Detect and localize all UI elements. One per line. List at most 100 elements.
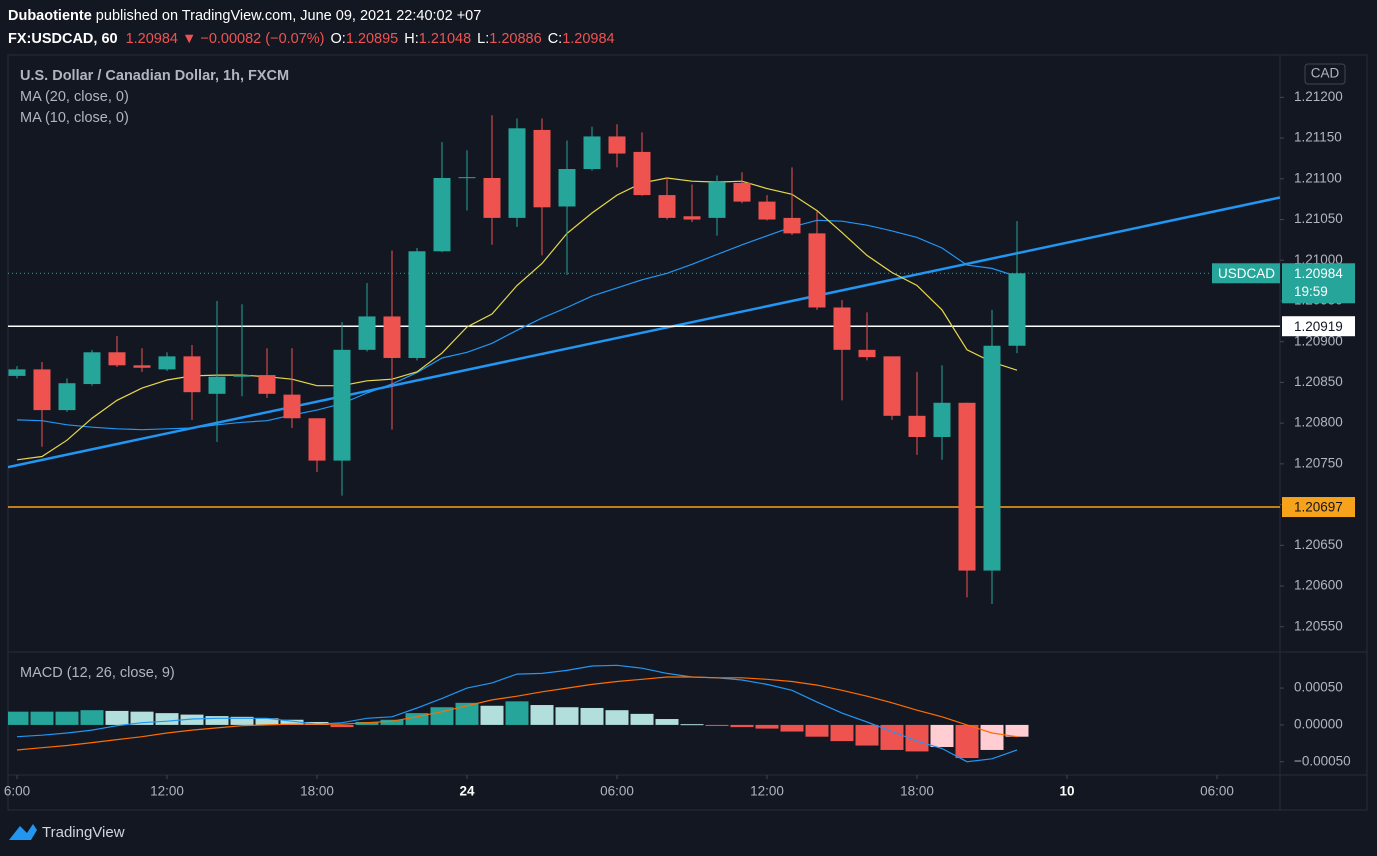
- axes: 1.212001.211501.211001.210501.210001.209…: [4, 89, 1355, 799]
- candle-body: [658, 195, 676, 218]
- brand: TradingView: [42, 824, 125, 841]
- histogram-bar: [55, 711, 79, 725]
- price-pane: [8, 115, 1280, 604]
- histogram-bar: [405, 713, 429, 725]
- y-tick-label: 1.21100: [1294, 170, 1342, 185]
- arrow: ▼: [182, 31, 196, 47]
- chart-title: U.S. Dollar / Canadian Dollar, 1h, FXCM: [20, 68, 289, 84]
- histogram-bar: [855, 724, 879, 746]
- candle-body: [433, 177, 451, 252]
- quote-line: FX:USDCAD, 60 1.20984 ▼ −0.00082 (−0.07%) O:…: [8, 31, 615, 47]
- histogram-bar: [80, 710, 104, 725]
- histogram-bar: [730, 724, 754, 728]
- x-tick-label: 12:00: [150, 784, 184, 799]
- candle-body: [733, 182, 751, 202]
- histogram-bar: [8, 711, 29, 725]
- ohlc-value: 1.20984: [562, 31, 614, 47]
- candle-body: [208, 376, 226, 394]
- histogram-bar: [255, 718, 279, 725]
- histogram-bar: [980, 724, 1004, 750]
- y-tick-label: −0.00050: [1294, 753, 1351, 768]
- candle-body: [633, 151, 651, 196]
- histogram-bar: [705, 724, 729, 726]
- macd-pane: [8, 664, 1029, 763]
- price-badge: [1282, 497, 1355, 518]
- histogram-bar: [355, 721, 379, 725]
- macd-line: [16, 664, 1018, 763]
- candle-body: [683, 216, 701, 220]
- candle-body: [283, 394, 301, 419]
- histogram-bar: [205, 716, 229, 725]
- logo-icon: [9, 824, 37, 840]
- candle-body: [358, 316, 376, 350]
- candle-body: [508, 128, 526, 218]
- publish-line: Dubaotiente published on TradingView.com…: [8, 8, 481, 24]
- x-tick-label: 18:00: [300, 784, 334, 799]
- signal-line: [16, 676, 1018, 751]
- histogram-bar: [805, 724, 829, 737]
- ohlc-label: C:: [548, 31, 563, 47]
- histogram-bar: [505, 701, 529, 725]
- ohlc-value: 1.20886: [489, 31, 541, 47]
- candle-body: [83, 352, 101, 385]
- candle-body: [33, 369, 51, 411]
- candle-body: [583, 136, 601, 170]
- y-tick-label: 1.21150: [1294, 130, 1342, 145]
- histogram-bar: [430, 707, 454, 725]
- legend-entry: MA (20, close, 0): [20, 89, 129, 105]
- y-tick-label: 1.20550: [1294, 618, 1343, 633]
- legend-entry: MA (10, close, 0): [20, 110, 129, 126]
- y-tick-label: 1.20650: [1294, 537, 1343, 552]
- histogram-bar: [955, 724, 979, 759]
- histogram-bar: [130, 711, 154, 725]
- price-badge: [1282, 316, 1355, 337]
- chart-frame: [7, 54, 1368, 811]
- candle-body: [958, 402, 976, 571]
- histogram-bar: [1005, 724, 1029, 737]
- candle-body: [308, 418, 326, 461]
- symbol-badge: [1212, 263, 1280, 284]
- ohlc-label: H:: [404, 31, 419, 47]
- candle-body: [233, 375, 251, 377]
- last-price-badge: [1282, 263, 1355, 304]
- histogram-bar: [655, 719, 679, 725]
- symbol: FX:USDCAD, 60: [8, 31, 118, 47]
- y-tick-label: 1.20600: [1294, 578, 1343, 593]
- histogram-bar: [905, 724, 929, 752]
- candle-body: [333, 349, 351, 461]
- x-tick-label: 6:00: [4, 784, 30, 799]
- candle-body: [258, 375, 276, 394]
- y-tick-label: 1.21000: [1294, 252, 1343, 267]
- ohlc-label: O:: [331, 31, 346, 47]
- x-tick-label: 24: [459, 784, 475, 799]
- histogram-bar: [555, 707, 579, 725]
- currency-box[interactable]: [1304, 63, 1346, 85]
- histogram-bar: [930, 724, 954, 748]
- author: Dubaotiente: [8, 8, 92, 24]
- histogram-bar: [30, 711, 54, 725]
- y-tick-label: 1.20750: [1294, 455, 1343, 470]
- y-tick-label: 1.20900: [1294, 333, 1343, 348]
- candle-body: [183, 356, 201, 393]
- moving-average: [16, 219, 1018, 431]
- ohlc-value: 1.20895: [346, 31, 398, 47]
- y-tick-label: 0.00050: [1294, 680, 1343, 695]
- histogram-bar: [305, 721, 329, 725]
- price-badge-label: 1.20919: [1294, 319, 1343, 334]
- histogram-bar: [230, 716, 254, 725]
- histogram-bar: [580, 707, 604, 725]
- candle-body: [933, 402, 951, 437]
- last: 1.20984: [126, 31, 178, 47]
- countdown: 19:59: [1294, 284, 1328, 299]
- candle-body: [58, 383, 76, 411]
- symbol-badge-label: USDCAD: [1218, 266, 1275, 281]
- histogram-bar: [630, 713, 654, 725]
- histogram-bar: [155, 713, 179, 725]
- last-price-label: 1.20984: [1294, 266, 1343, 281]
- ohlc-label: L:: [477, 31, 489, 47]
- candle-body: [883, 356, 901, 416]
- histogram-bar: [880, 724, 904, 750]
- candle-body: [133, 365, 151, 368]
- candle-body: [1008, 273, 1026, 346]
